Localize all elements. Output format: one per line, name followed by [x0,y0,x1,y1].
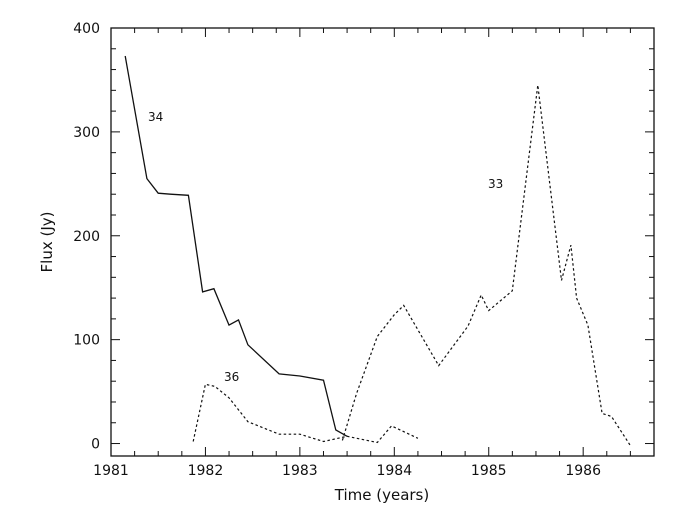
y-tick-label: 0 [91,437,100,453]
plot-frame [110,27,655,457]
x-tick-label: 1986 [565,463,601,479]
series-line-34 [124,55,348,437]
x-axis-title: Time (years) [334,486,429,504]
series-label-34: 34 [148,110,163,124]
series-lines [124,55,631,446]
y-tick-label: 100 [73,333,100,349]
y-axis-title: Flux (Jy) [38,212,56,273]
series-line-36 [192,383,419,444]
y-tick-label: 400 [73,21,100,37]
series-label-36: 36 [224,370,239,384]
x-tick-label: 1984 [376,463,412,479]
x-tick-label: 1985 [471,463,507,479]
x-tick-label: 1981 [93,463,129,479]
y-tick-label: 200 [73,229,100,245]
series-line-33 [341,85,631,446]
y-tick-label: 300 [73,125,100,141]
x-tick-label: 1983 [282,463,318,479]
series-label-33: 33 [488,177,503,191]
x-tick-label: 1982 [188,463,224,479]
axis-ticks: 1981 1982 1983 1984 1985 1986 0 100 200 300 400 [73,21,655,479]
